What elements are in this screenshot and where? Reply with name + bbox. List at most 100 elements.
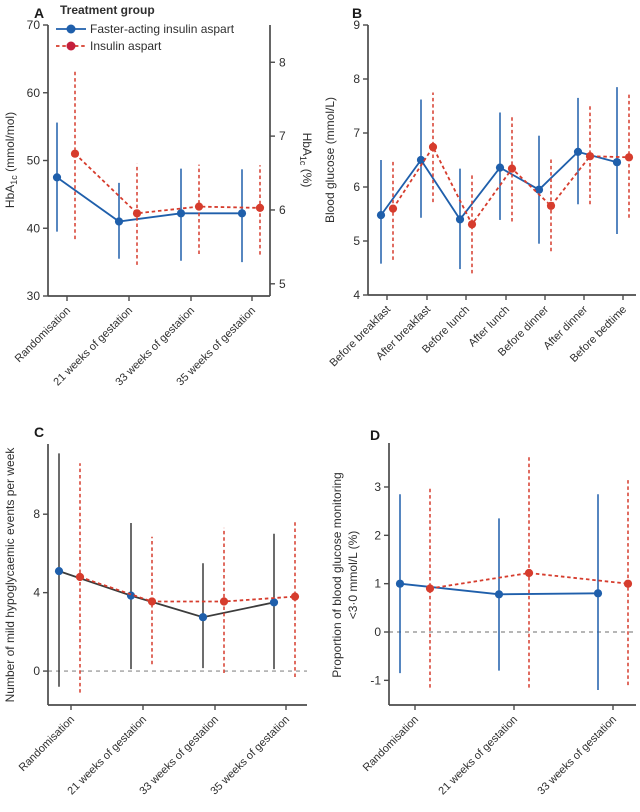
panel-D: -1 0 1 2 3 Randomisation 21 weeks of gestation… xyxy=(330,427,636,797)
x-category-label: 21 weeks of gestation xyxy=(436,714,520,798)
series-faster-acting-insulin-aspart xyxy=(52,122,247,263)
data-point xyxy=(70,149,80,158)
series-line xyxy=(56,176,242,223)
panel-letter: B xyxy=(352,5,362,21)
x-category-label: Randomisation xyxy=(13,305,73,365)
data-point xyxy=(290,592,300,601)
y-tick-label: 6 xyxy=(353,180,360,194)
panel-letter: A xyxy=(34,5,44,21)
y-tick-label: 60 xyxy=(27,86,41,100)
series-line xyxy=(74,153,261,215)
data-point xyxy=(546,201,556,210)
y-tick-label: 30 xyxy=(27,289,41,303)
legend-marker xyxy=(66,41,76,51)
y-tick-label: -1 xyxy=(370,673,381,687)
series-line xyxy=(380,150,618,221)
x-category-label: Randomisation xyxy=(361,714,421,774)
legend-item-label: Insulin aspart xyxy=(90,39,162,53)
data-point xyxy=(114,217,124,226)
y-tick-label: 0 xyxy=(374,625,381,639)
data-point xyxy=(593,589,603,598)
series-insulin-aspart xyxy=(425,455,633,688)
x-category-label: 21 weeks of gestation xyxy=(65,714,149,798)
y-tick-label: 7 xyxy=(353,126,360,140)
series-insulin-aspart xyxy=(388,92,634,274)
data-point xyxy=(494,590,504,599)
data-point xyxy=(425,584,435,593)
data-point xyxy=(507,164,517,173)
legend: Treatment group Faster-acting insulin asp… xyxy=(56,3,235,53)
y-tick-label: 9 xyxy=(353,18,360,32)
y-tick-label: 4 xyxy=(353,288,360,302)
series-faster-acting-insulin-aspart xyxy=(376,87,622,270)
data-point xyxy=(585,152,595,161)
y-tick-label: 70 xyxy=(27,18,41,32)
data-point xyxy=(54,567,64,576)
data-point xyxy=(198,613,208,622)
data-point xyxy=(147,597,157,606)
legend-marker xyxy=(66,24,76,34)
series-faster-acting-insulin-aspart xyxy=(54,453,279,687)
data-point xyxy=(376,211,386,220)
right-y-tick-label: 6 xyxy=(279,203,286,217)
y-tick-label: 8 xyxy=(353,72,360,86)
y-tick-label: 50 xyxy=(27,154,41,168)
y-tick-label: 40 xyxy=(27,221,41,235)
data-point xyxy=(428,142,438,152)
data-point xyxy=(416,155,426,165)
y-tick-label: 3 xyxy=(374,480,381,494)
data-point xyxy=(395,579,405,588)
series-line xyxy=(392,145,630,227)
data-point xyxy=(573,147,583,156)
x-category-label: 35 weeks of gestation xyxy=(208,714,292,798)
y-tick-label: 1 xyxy=(374,577,381,591)
y-tick-label: 2 xyxy=(374,528,381,542)
data-point xyxy=(388,204,398,213)
y-axis-title: <3·0 mmol/L (%) xyxy=(346,531,360,620)
series-faster-acting-insulin-aspart xyxy=(395,494,603,691)
data-point xyxy=(524,568,534,578)
right-y-tick-label: 7 xyxy=(279,129,286,143)
data-point xyxy=(534,185,544,194)
x-category-label: 33 weeks of gestation xyxy=(535,714,619,798)
data-point xyxy=(219,597,229,606)
right-y-tick-label: 5 xyxy=(279,277,286,291)
data-point xyxy=(237,209,247,218)
series-line xyxy=(58,570,275,619)
data-point xyxy=(624,153,634,162)
y-axis-title: HbA1c (mmol/mol) xyxy=(3,112,19,208)
right-y-axis-title: HbA1c (%) xyxy=(298,133,314,188)
series-insulin-aspart xyxy=(70,70,265,265)
y-tick-label: 0 xyxy=(33,664,40,678)
data-point xyxy=(176,209,186,218)
y-axis-title: Number of mild hypoglycaemic events per … xyxy=(3,447,17,703)
x-category-label: 33 weeks of gestation xyxy=(137,714,221,798)
data-point xyxy=(255,203,265,212)
legend-title: Treatment group xyxy=(60,3,155,17)
data-point xyxy=(495,163,505,172)
panel-letter: D xyxy=(370,427,380,443)
y-tick-label: 5 xyxy=(353,234,360,248)
data-point xyxy=(52,173,62,182)
y-tick-label: 4 xyxy=(33,586,40,600)
y-axis-title: Blood glucose (mmol/L) xyxy=(323,97,337,223)
y-tick-label: 8 xyxy=(33,507,40,521)
series-insulin-aspart xyxy=(75,463,300,693)
x-category-label: Randomisation xyxy=(17,714,77,774)
series-line xyxy=(429,572,629,590)
legend-item-label: Faster-acting insulin aspart xyxy=(90,22,235,36)
data-point xyxy=(132,209,142,218)
data-point xyxy=(467,220,477,229)
data-point xyxy=(455,215,465,224)
y-axis-title: Proportion of blood glucose monitoring xyxy=(330,472,344,677)
data-point xyxy=(623,579,633,588)
right-y-tick-label: 8 xyxy=(279,55,286,69)
data-point xyxy=(269,598,279,607)
data-point xyxy=(75,572,85,582)
data-point xyxy=(194,202,204,211)
series-line xyxy=(79,576,296,603)
data-point xyxy=(612,158,622,167)
